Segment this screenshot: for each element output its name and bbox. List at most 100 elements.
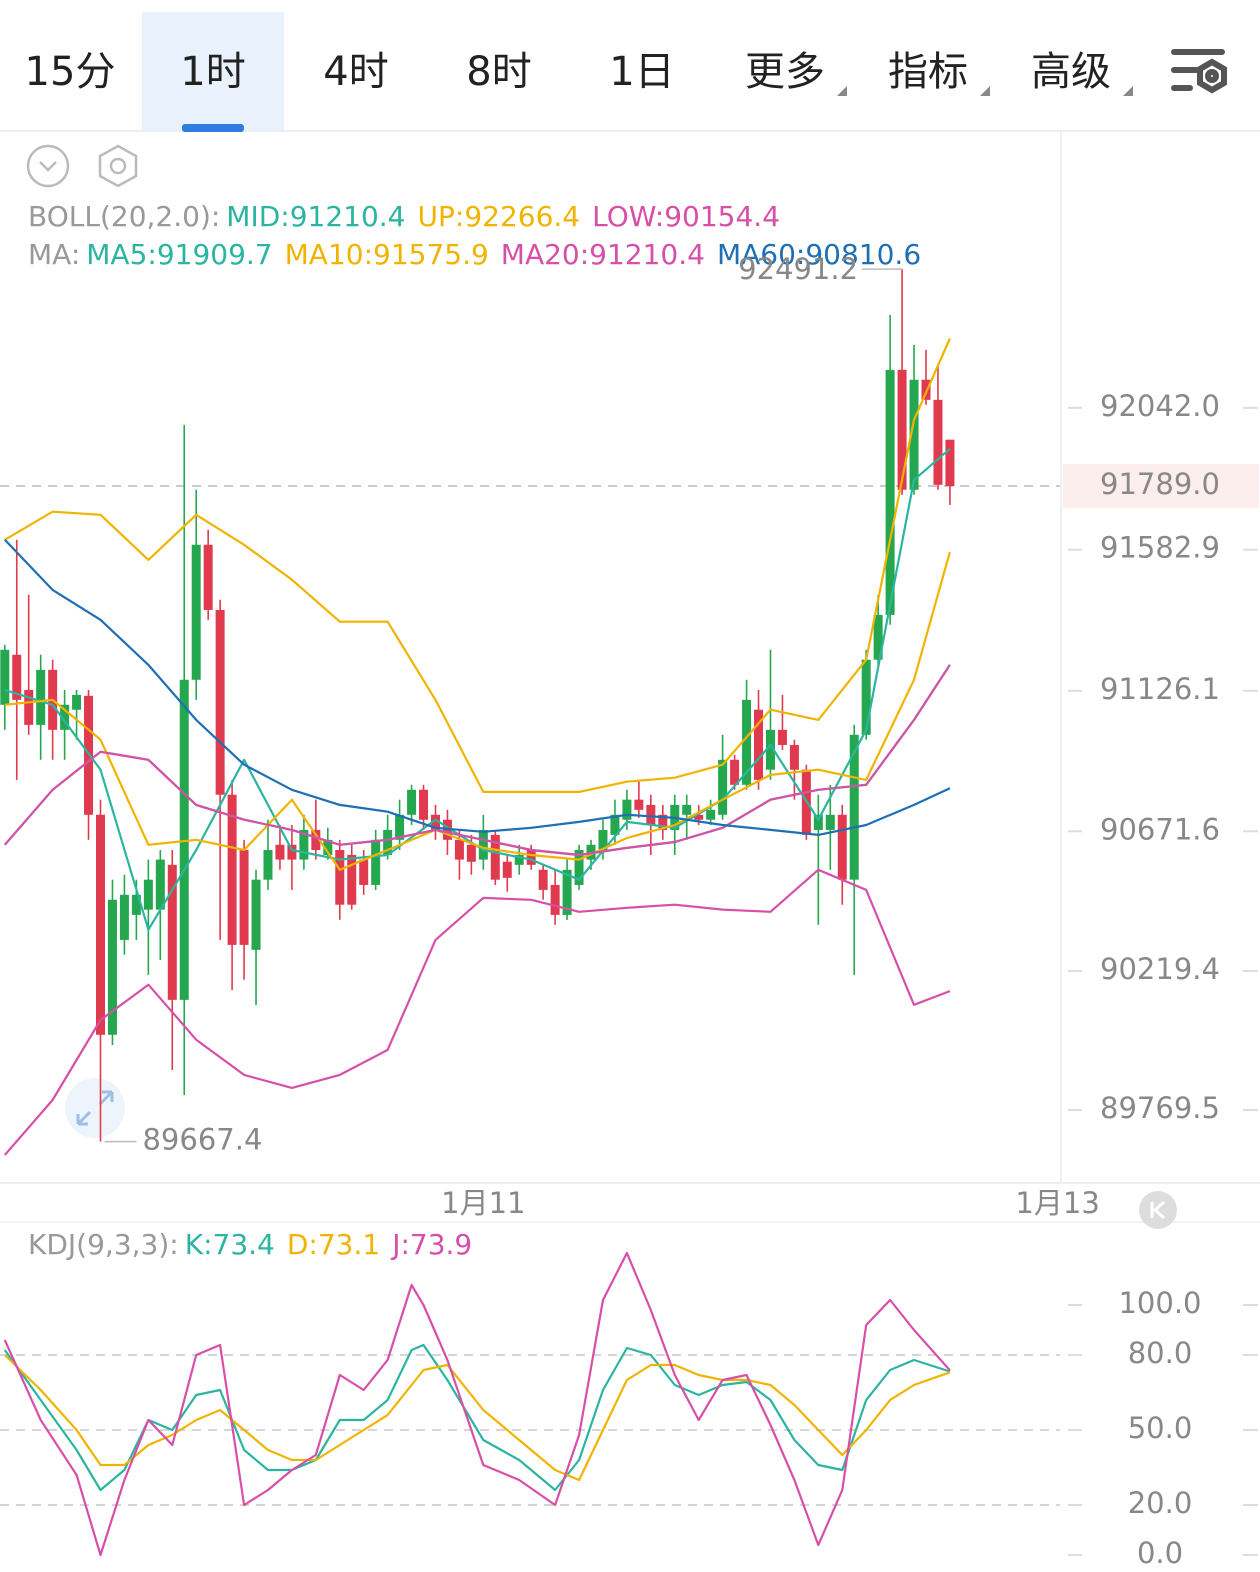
candle-body [837, 814, 847, 880]
x-tick-label: 1月11 [441, 1186, 525, 1220]
legend-item: MA20:91210.4 [501, 238, 705, 271]
candle-body [95, 814, 105, 1035]
candle-body [777, 729, 787, 745]
candle-body [107, 899, 117, 1035]
candle-body [897, 369, 907, 490]
tab[interactable]: 指标 [888, 49, 968, 95]
candle-body [718, 759, 728, 815]
legend-item: MID:91210.4 [226, 200, 405, 233]
icon-hole [109, 157, 127, 175]
y-tick-label: 90671.6 [1100, 812, 1220, 846]
candle-body [359, 859, 369, 885]
candle-body [311, 829, 321, 851]
candle-body [239, 850, 249, 945]
button-arrows [76, 1090, 114, 1126]
candle-body [754, 709, 764, 780]
collapse-icon[interactable] [26, 144, 70, 188]
dropdown-triangle [980, 86, 990, 96]
candle-body [885, 369, 895, 615]
tab[interactable]: 8时 [466, 49, 531, 95]
candle-body [706, 809, 716, 820]
candle-body [407, 789, 417, 815]
last-price-box [1063, 464, 1259, 509]
tab[interactable]: 4时 [323, 49, 388, 95]
rewind-button[interactable] [1139, 1191, 1177, 1229]
indicator-line [4, 338, 951, 793]
candle-body [72, 694, 82, 710]
candle-body [742, 699, 752, 785]
icon-gear [1197, 58, 1227, 94]
candle-body [789, 744, 799, 770]
tab[interactable]: 1时 [180, 49, 245, 95]
tab[interactable]: 1日 [609, 49, 674, 95]
tab[interactable]: 15分 [25, 49, 116, 95]
legend-item: D:73.1 [287, 1228, 380, 1261]
candle-body [861, 659, 871, 735]
fullscreen-button[interactable] [65, 1078, 125, 1138]
candle-body [825, 814, 835, 830]
y-tick-label: 50.0 [1128, 1411, 1193, 1445]
candle-body [610, 814, 620, 835]
indicator-line [3, 1251, 951, 1557]
candle-body [0, 649, 10, 705]
candle-body [945, 439, 955, 487]
candle-body [275, 844, 285, 860]
candle-body [24, 689, 34, 725]
candle-body [526, 850, 536, 865]
candle-body [873, 614, 883, 660]
candle-body [60, 704, 70, 730]
indicator-line [4, 539, 951, 836]
candle-body [646, 804, 656, 825]
candle-body [562, 869, 572, 915]
candle-body [251, 879, 261, 950]
candle-body [419, 789, 429, 820]
candle-body [167, 864, 177, 1000]
legend-label: BOLL(20,2.0): [28, 200, 220, 233]
dropdown-triangle [837, 86, 847, 96]
y-tick-label: 92042.0 [1100, 389, 1220, 423]
candle-body [765, 729, 775, 770]
candle-body [538, 869, 548, 890]
indicator-line [3, 868, 951, 1156]
legend-item: LOW:90154.4 [592, 200, 780, 233]
candle-body [682, 804, 692, 815]
candle-body [12, 654, 22, 700]
tab-underline [182, 124, 244, 132]
tab[interactable]: 更多 [745, 49, 825, 95]
candle-body [263, 850, 273, 880]
high-label: 92491.2 [738, 252, 858, 286]
candle-body [131, 894, 141, 915]
candle-body [849, 734, 859, 880]
candle-body [909, 379, 919, 490]
indicator-settings-icon[interactable] [98, 144, 138, 188]
candle-body [191, 544, 201, 680]
candle-body [933, 399, 943, 485]
y-tick-label: 91582.9 [1100, 531, 1220, 565]
candle-body [622, 799, 632, 820]
candle-body [395, 814, 405, 840]
legend-item: J:73.9 [390, 1228, 472, 1261]
y-tick-label: 0.0 [1137, 1536, 1183, 1570]
legend-item: MA60:90810.6 [717, 238, 921, 271]
candle-body [287, 844, 297, 860]
candle-body [119, 894, 129, 940]
tab[interactable]: 高级 [1031, 49, 1111, 95]
y-tick-label: 91126.1 [1100, 672, 1220, 706]
candle-body [502, 861, 512, 878]
tab-highlight [142, 12, 284, 131]
legend-item: K:73.4 [185, 1228, 275, 1261]
candle-body [36, 669, 46, 725]
candle-body [921, 379, 931, 400]
settings-icon[interactable] [1171, 49, 1227, 94]
legend-item: UP:92266.4 [418, 200, 581, 233]
candle-body [371, 839, 381, 885]
y-tick-label: 89769.5 [1100, 1091, 1220, 1125]
candle-body [203, 544, 213, 610]
y-tick-label: 90219.4 [1100, 952, 1220, 986]
candle-body [323, 839, 333, 855]
legend-item: MA10:91575.9 [285, 238, 489, 271]
candle-body [299, 829, 309, 860]
candle-body [454, 839, 464, 860]
